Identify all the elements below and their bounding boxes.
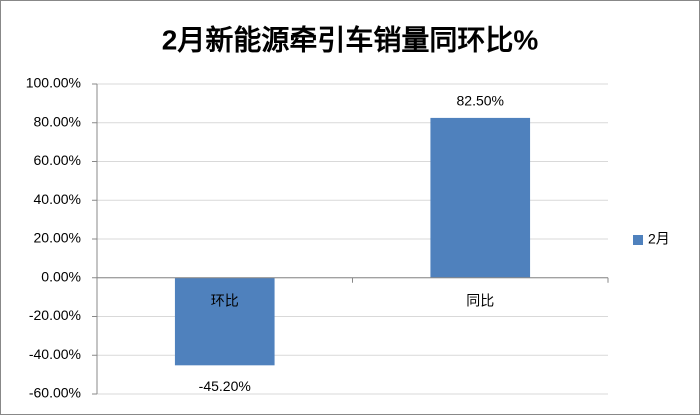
y-tick-label: 40.00% xyxy=(34,191,81,207)
data-label: 82.50% xyxy=(457,93,504,109)
legend-label: 2月 xyxy=(648,231,670,247)
y-tick-label: 60.00% xyxy=(34,152,81,168)
y-tick-label: 80.00% xyxy=(34,113,81,129)
chart-title: 2月新能源牵引车销量同环比% xyxy=(162,23,539,55)
y-tick-label: -40.00% xyxy=(29,346,81,362)
x-tick-label: 环比 xyxy=(211,292,239,308)
y-tick-label: 0.00% xyxy=(41,268,81,284)
y-tick-label: 100.00% xyxy=(26,75,81,91)
legend-swatch xyxy=(633,235,643,245)
x-tick-label: 同比 xyxy=(466,292,494,308)
y-tick-label: -20.00% xyxy=(29,307,81,323)
data-label: -45.20% xyxy=(199,378,251,394)
bar xyxy=(430,117,531,278)
bar xyxy=(174,277,275,366)
y-tick-label: -60.00% xyxy=(29,385,81,401)
y-tick-label: 20.00% xyxy=(34,230,81,246)
